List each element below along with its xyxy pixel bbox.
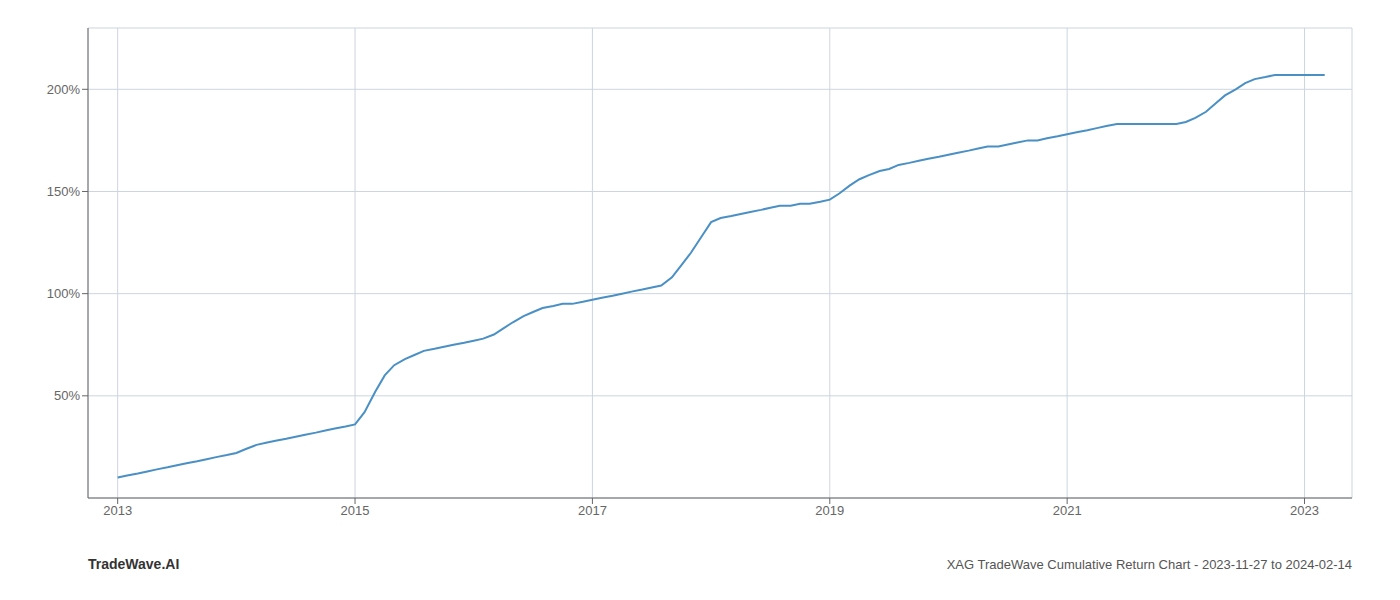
- svg-text:2021: 2021: [1053, 503, 1082, 518]
- svg-text:100%: 100%: [47, 286, 81, 301]
- svg-text:200%: 200%: [47, 82, 81, 97]
- svg-text:2013: 2013: [103, 503, 132, 518]
- svg-text:2015: 2015: [341, 503, 370, 518]
- html-text:XAG TradeWave Cumulative Retur: XAG TradeWave Cumulative Return Chart - …: [946, 557, 1352, 572]
- html-text:TradeWave.AI: TradeWave.AI: [88, 556, 180, 572]
- svg-text:50%: 50%: [54, 388, 80, 403]
- svg-text:2017: 2017: [578, 503, 607, 518]
- svg-text:2023: 2023: [1290, 503, 1319, 518]
- svg-text:150%: 150%: [47, 184, 81, 199]
- svg-text:2019: 2019: [815, 503, 844, 518]
